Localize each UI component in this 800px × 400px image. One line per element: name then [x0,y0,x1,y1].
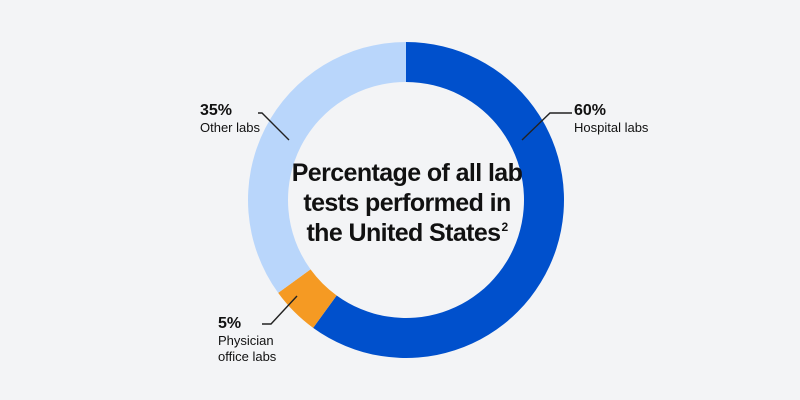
donut-slice-other [247,42,406,293]
slice-name-physician: Physician office labs [218,333,277,364]
slice-value-hospital: 60% [574,102,607,119]
donut-slice-hospital [313,42,565,358]
slice-name-other: Other labs [200,120,260,135]
chart-center-title: Percentage of all lab tests performed in… [250,158,564,248]
slice-label-physician: 5% Physician office labs [218,314,276,365]
donut-slice-physician [278,269,337,328]
leader-line-hospital [521,112,572,141]
slice-name-hospital: Hospital labs [574,120,649,135]
slice-value-physician: 5% [218,315,242,332]
slice-label-other: 35% Other labs [200,101,260,136]
footnote-marker: 2 [501,219,508,234]
leader-line-physician [262,295,298,325]
slice-label-hospital: 60% Hospital labs [574,101,648,136]
center-title-line-2: tests performed in [303,189,511,217]
slice-value-other: 35% [200,102,233,119]
center-title-line-3-text: the United States [306,219,501,247]
center-title-line-1: Percentage of all lab [291,159,523,187]
center-title-line-3: the United States2 [250,218,564,248]
leader-line-other [258,112,290,141]
